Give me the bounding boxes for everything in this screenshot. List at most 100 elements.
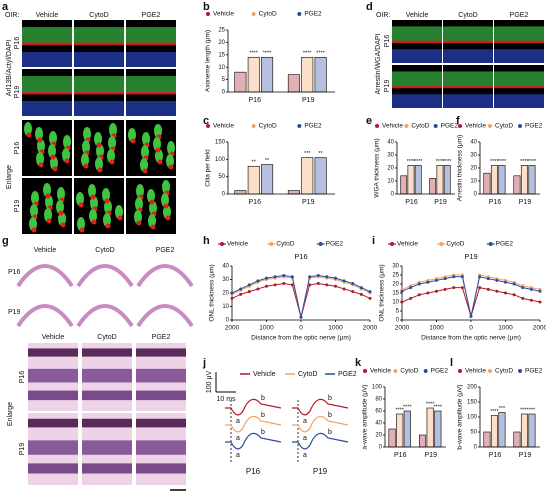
- histology-layer: [28, 440, 78, 455]
- cilium-base: [91, 219, 97, 225]
- green-layer: [392, 26, 442, 42]
- cilium-base: [105, 223, 111, 229]
- bar: [234, 190, 247, 195]
- cilium-base: [38, 162, 44, 168]
- cilium: [167, 141, 175, 155]
- cilium: [31, 191, 39, 205]
- panel-letter: h: [203, 235, 210, 247]
- legend-label: Vehicle: [253, 371, 276, 378]
- cilium-base: [90, 194, 96, 200]
- legend-marker: [220, 242, 224, 246]
- cilium-base: [50, 154, 56, 160]
- oir-label: OIR:: [5, 12, 19, 19]
- cilium-base: [150, 224, 156, 230]
- bar: [301, 56, 314, 93]
- cilium: [135, 197, 143, 211]
- legend-marker: [404, 124, 409, 128]
- x-tick-label: 1000: [429, 325, 444, 332]
- legend-label: Vehicle: [465, 368, 486, 375]
- cilium: [77, 217, 85, 231]
- point: [409, 286, 413, 290]
- y-tick-label: 30: [222, 277, 229, 283]
- y-tick-label: 20: [392, 282, 399, 288]
- point: [512, 293, 516, 297]
- point: [400, 300, 404, 304]
- x-tick-label: 1000: [328, 325, 343, 332]
- cilium-base: [117, 215, 123, 221]
- point: [239, 292, 243, 296]
- y-axis-label: ONL thickness (μm): [209, 264, 216, 321]
- red-layer: [22, 91, 72, 95]
- point: [351, 290, 355, 294]
- legend-marker: [363, 369, 367, 373]
- erg-trace: [292, 415, 349, 433]
- cilium: [153, 137, 161, 151]
- histology-layer: [28, 368, 78, 383]
- significance: **: [318, 151, 323, 157]
- legend-label: CytoD: [411, 123, 429, 130]
- blue-layer: [22, 51, 72, 67]
- y-tick-label: 60: [375, 409, 382, 415]
- cilium: [134, 210, 142, 224]
- y-tick-label: 15: [392, 291, 399, 297]
- legend-marker: [251, 12, 256, 16]
- row-label: P19: [384, 80, 391, 93]
- significance: ****: [520, 159, 529, 165]
- cilium: [115, 205, 123, 219]
- histology-layer: [82, 418, 132, 428]
- erg-trace: [225, 415, 282, 433]
- green-layer: [126, 27, 176, 44]
- green-layer: [74, 27, 124, 44]
- panel-letter: g: [2, 235, 9, 247]
- red-layer: [22, 42, 72, 46]
- stain-label: Arl13B/Actyl/DAPI: [6, 40, 13, 96]
- column-label: CytoD: [95, 247, 114, 254]
- point: [478, 275, 482, 279]
- blue-layer: [74, 51, 124, 67]
- cilium-base: [142, 168, 148, 174]
- bar: [403, 410, 411, 448]
- red-layer: [126, 91, 176, 95]
- red-layer: [392, 85, 442, 89]
- significance: ****: [414, 159, 423, 165]
- point: [265, 284, 268, 288]
- y-tick-label: 100: [372, 385, 383, 391]
- legend-label: PGE2: [431, 368, 449, 375]
- x-tick-label: P16: [249, 97, 262, 104]
- point: [308, 283, 312, 287]
- red-layer: [126, 42, 176, 46]
- cilium: [155, 149, 163, 163]
- bar: [388, 428, 396, 448]
- point: [325, 283, 329, 287]
- point: [521, 296, 525, 300]
- histology-layer: [136, 463, 186, 474]
- y-tick-label: 200: [467, 385, 478, 391]
- legend-marker: [488, 124, 492, 128]
- legend-label: PGE2: [304, 123, 322, 130]
- y-tick-label: 30: [470, 153, 477, 159]
- series-line: [401, 274, 541, 317]
- point: [325, 275, 329, 279]
- bar: [434, 410, 442, 448]
- column-label: CytoD: [97, 334, 116, 341]
- legend-label: CytoD: [259, 11, 277, 18]
- significance: ****: [303, 51, 312, 57]
- legend-label: Vehicle: [397, 241, 418, 248]
- cilium: [103, 213, 111, 227]
- blue-layer: [22, 100, 72, 116]
- legend-marker: [251, 124, 256, 128]
- histology-layer: [136, 390, 186, 401]
- green-layer: [494, 71, 544, 87]
- cilium: [45, 195, 53, 209]
- point: [529, 298, 533, 302]
- point: [342, 279, 346, 283]
- panel-letter: b: [203, 1, 210, 13]
- point: [400, 289, 404, 293]
- cilium: [44, 208, 52, 222]
- scale-label: 100 μV: [206, 371, 213, 394]
- cilium: [56, 200, 64, 214]
- y-tick-label: 20: [387, 166, 394, 172]
- chart-title: P19: [464, 252, 477, 261]
- x-tick-label: P16: [489, 199, 502, 206]
- cilium: [95, 157, 103, 171]
